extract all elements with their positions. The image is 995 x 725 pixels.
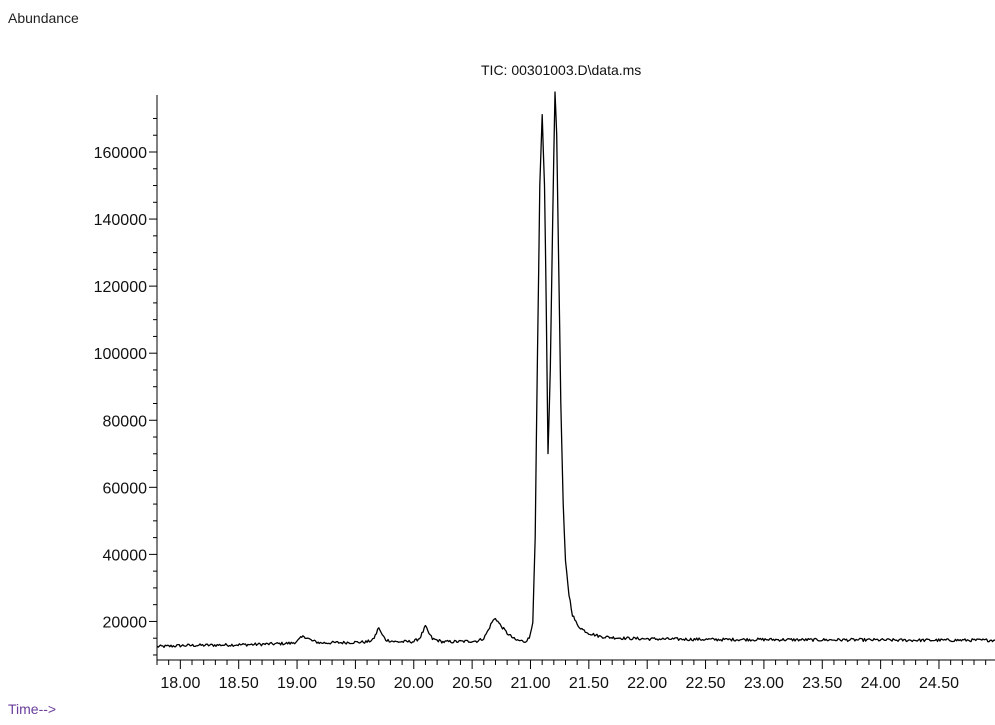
x-tick-label: 19.50 [335,675,375,692]
y-tick-label: 40000 [103,547,148,564]
y-tick-label: 60000 [103,480,148,497]
y-tick-label: 140000 [94,212,147,229]
x-tick-label: 24.00 [861,675,901,692]
x-tick-label: 20.00 [394,675,434,692]
x-axis-label: Time--> [8,701,57,717]
y-axis-label: Abundance [8,10,79,26]
x-tick-label: 21.00 [510,675,550,692]
x-tick-label: 20.50 [452,675,492,692]
x-tick-label: 21.50 [569,675,609,692]
x-tick-label: 23.50 [802,675,842,692]
y-tick-label: 160000 [94,145,147,162]
y-tick-label: 120000 [94,279,147,296]
axes [156,95,995,661]
x-tick-label: 22.00 [627,675,667,692]
x-ticks: 18.00 18.50 19.00 19.50 20.00 20.50 21.00 21.50… [156,660,987,692]
y-tick-label: 80000 [103,413,148,430]
series-group [156,91,995,649]
x-tick-label: 24.50 [919,675,959,692]
x-tick-label: 19.00 [277,675,317,692]
y-ticks: 20000 40000 60000 80000 100000 120000 140000 16… [94,117,157,656]
x-tick-label: 22.50 [686,675,726,692]
x-tick-label: 18.00 [160,675,200,692]
series-line [156,91,995,649]
y-tick-label: 100000 [94,346,147,363]
y-tick-label: 20000 [103,614,148,631]
chart-title: TIC: 00301003.D\data.ms [481,62,642,78]
x-tick-label: 23.00 [744,675,784,692]
x-tick-label: 18.50 [219,675,259,692]
